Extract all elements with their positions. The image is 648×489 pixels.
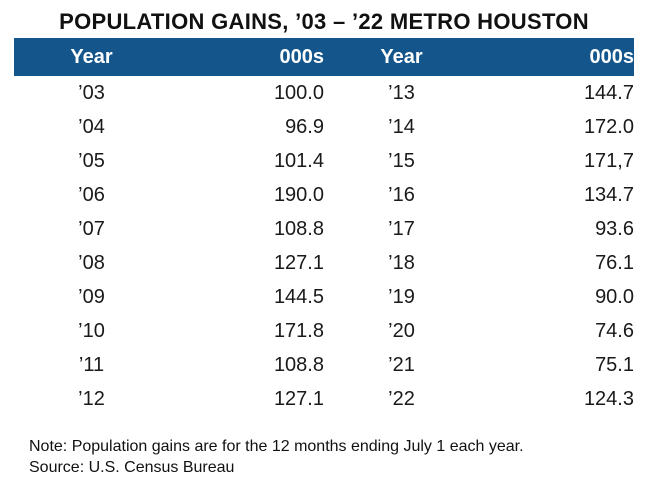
- year-cell: ’09: [78, 285, 105, 308]
- value-cell: 171,7: [583, 149, 634, 172]
- year-cell: ’06: [78, 183, 105, 206]
- value-cell: 100.0: [273, 81, 324, 104]
- value-cell: 124.3: [583, 387, 634, 410]
- population-table: Year 000s Year 000s ’03 100.0 ’13 144.7 …: [14, 38, 634, 416]
- year-cell: ’16: [388, 183, 415, 206]
- year-cell: ’12: [78, 387, 105, 410]
- table-row: ’07 108.8 ’17 93.6: [14, 212, 634, 246]
- header-row: Year 000s Year 000s: [14, 38, 634, 76]
- year-cell: ’08: [78, 251, 105, 274]
- header-year-right: Year: [324, 38, 479, 76]
- table-row: ’03 100.0 ’13 144.7: [14, 76, 634, 110]
- value-cell: 108.8: [273, 217, 324, 240]
- year-cell: ’20: [388, 319, 415, 342]
- value-cell: 127.1: [273, 251, 324, 274]
- source-line: Source: U.S. Census Bureau: [29, 459, 235, 476]
- year-cell: ’14: [388, 115, 415, 138]
- value-cell: 144.7: [583, 81, 634, 104]
- header-000s-right: 000s: [479, 38, 634, 76]
- value-cell: 74.6: [595, 319, 634, 342]
- value-cell: 108.8: [273, 353, 324, 376]
- year-cell: ’15: [388, 149, 415, 172]
- table-row: ’11 108.8 ’21 75.1: [14, 348, 634, 382]
- table-row: ’04 96.9 ’14 172.0: [14, 110, 634, 144]
- value-cell: 171.8: [273, 319, 324, 342]
- header-year-left: Year: [14, 38, 169, 76]
- value-cell: 93.6: [595, 217, 634, 240]
- value-cell: 127.1: [273, 387, 324, 410]
- year-cell: ’22: [388, 387, 415, 410]
- year-cell: ’05: [78, 149, 105, 172]
- value-cell: 96.9: [285, 115, 324, 138]
- year-cell: ’04: [78, 115, 105, 138]
- value-cell: 101.4: [273, 149, 324, 172]
- year-cell: ’18: [388, 251, 415, 274]
- footer: Note: Population gains are for the 12 mo…: [29, 436, 648, 478]
- year-cell: ’10: [78, 319, 105, 342]
- header-000s-left: 000s: [169, 38, 324, 76]
- value-cell: 90.0: [595, 285, 634, 308]
- value-cell: 190.0: [273, 183, 324, 206]
- value-cell: 76.1: [595, 251, 634, 274]
- table-row: ’08 127.1 ’18 76.1: [14, 246, 634, 280]
- value-cell: 172.0: [583, 115, 634, 138]
- year-cell: ’17: [388, 217, 415, 240]
- year-cell: ’13: [388, 81, 415, 104]
- table-row: ’12 127.1 ’22 124.3: [14, 382, 634, 416]
- table-row: ’09 144.5 ’19 90.0: [14, 280, 634, 314]
- value-cell: 134.7: [583, 183, 634, 206]
- note-line: Note: Population gains are for the 12 mo…: [29, 438, 524, 455]
- year-cell: ’03: [78, 81, 105, 104]
- year-cell: ’19: [388, 285, 415, 308]
- table-row: ’10 171.8 ’20 74.6: [14, 314, 634, 348]
- table-row: ’05 101.4 ’15 171,7: [14, 144, 634, 178]
- table-row: ’06 190.0 ’16 134.7: [14, 178, 634, 212]
- value-cell: 144.5: [273, 285, 324, 308]
- value-cell: 75.1: [595, 353, 634, 376]
- page-title: POPULATION GAINS, ’03 – ’22 METRO HOUSTO…: [59, 9, 589, 34]
- year-cell: ’07: [78, 217, 105, 240]
- year-cell: ’21: [388, 353, 415, 376]
- year-cell: ’11: [78, 353, 105, 376]
